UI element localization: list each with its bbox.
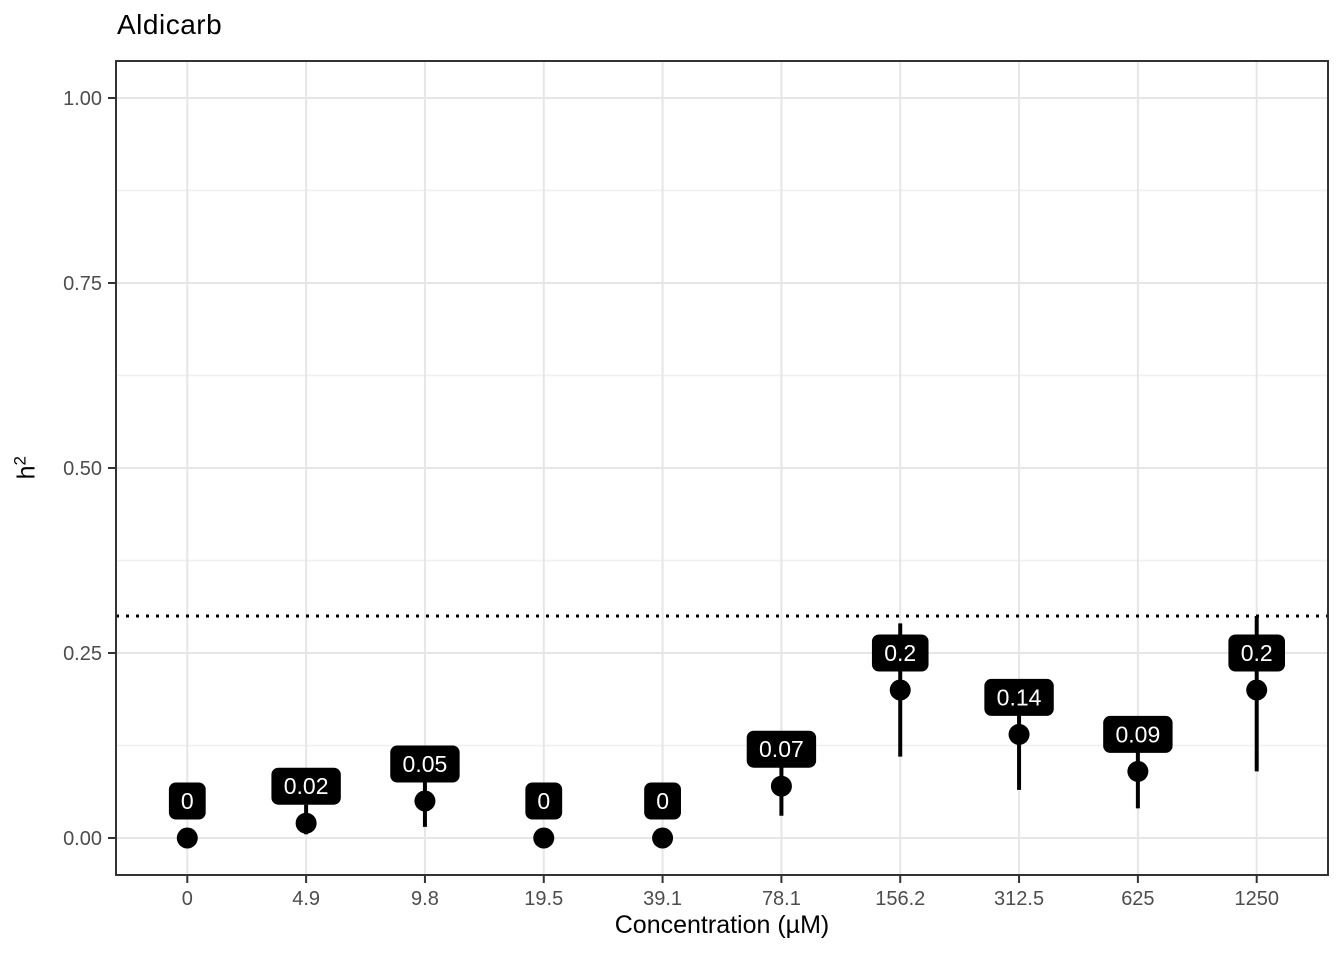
x-tick-label: 9.8 — [411, 888, 439, 910]
value-label-box — [746, 730, 817, 768]
value-label-text: 0 — [537, 788, 550, 814]
value-label-text: 0.07 — [759, 736, 804, 762]
value-label: 0 — [525, 782, 563, 820]
value-label-box — [984, 678, 1054, 716]
value-label-text: 0.14 — [997, 684, 1042, 710]
value-label-text: 0.2 — [1241, 640, 1273, 666]
value-label: 0.05 — [390, 745, 460, 783]
value-label-box — [1103, 715, 1173, 753]
value-label: 0.2 — [871, 634, 929, 672]
data-point — [1246, 679, 1268, 701]
value-label: 0.14 — [984, 678, 1054, 716]
x-axis-title: Concentration (µM) — [614, 911, 830, 939]
x-tick-label: 1250 — [1234, 888, 1279, 910]
value-label-text: 0 — [181, 788, 194, 814]
data-point — [533, 827, 555, 849]
x-tick-label: 78.1 — [762, 888, 801, 910]
value-label-text: 0 — [656, 788, 669, 814]
value-label: 0 — [644, 782, 681, 820]
value-label-text: 0.02 — [284, 773, 329, 799]
y-tick-label: 1.00 — [63, 88, 102, 110]
x-tick-label: 156.2 — [875, 888, 925, 910]
value-label-box — [644, 782, 681, 820]
x-tick-label: 4.9 — [292, 888, 320, 910]
value-label-text: 0.09 — [1115, 721, 1160, 747]
data-point — [414, 790, 436, 812]
data-point — [652, 827, 674, 849]
plot-title: Aldicarb — [117, 9, 223, 40]
x-tick-label: 625 — [1121, 888, 1154, 910]
value-label-box — [271, 767, 341, 805]
data-point — [176, 827, 198, 849]
y-tick-label: 0.25 — [63, 643, 102, 665]
value-label-box — [525, 782, 563, 820]
value-label: 0.07 — [746, 730, 817, 768]
value-label-box — [390, 745, 460, 783]
x-tick-label: 312.5 — [994, 888, 1044, 910]
value-label-box — [1228, 634, 1286, 672]
data-point — [1127, 760, 1149, 782]
value-label: 0.2 — [1228, 634, 1286, 672]
x-tick-label: 19.5 — [524, 888, 563, 910]
value-label-box — [871, 634, 929, 672]
value-label-text: 0.2 — [884, 640, 916, 666]
value-label: 0.02 — [271, 767, 341, 805]
y-tick-label: 0.50 — [63, 458, 102, 480]
y-tick-label: 0.75 — [63, 273, 102, 295]
y-tick-label: 0.00 — [63, 828, 102, 850]
value-label: 0.09 — [1103, 715, 1173, 753]
data-point — [1008, 723, 1030, 745]
data-point — [889, 679, 911, 701]
value-label-text: 0.05 — [403, 751, 448, 777]
y-axis-title-sup: 2 — [10, 455, 30, 466]
x-tick-label: 0 — [182, 888, 193, 910]
value-label-box — [168, 782, 206, 820]
y-axis-title-base: h — [12, 465, 41, 480]
value-label: 0 — [168, 782, 206, 820]
data-point — [295, 812, 317, 834]
data-point — [770, 775, 792, 797]
x-tick-label: 39.1 — [643, 888, 682, 910]
y-axis-title: h2 — [10, 428, 41, 508]
